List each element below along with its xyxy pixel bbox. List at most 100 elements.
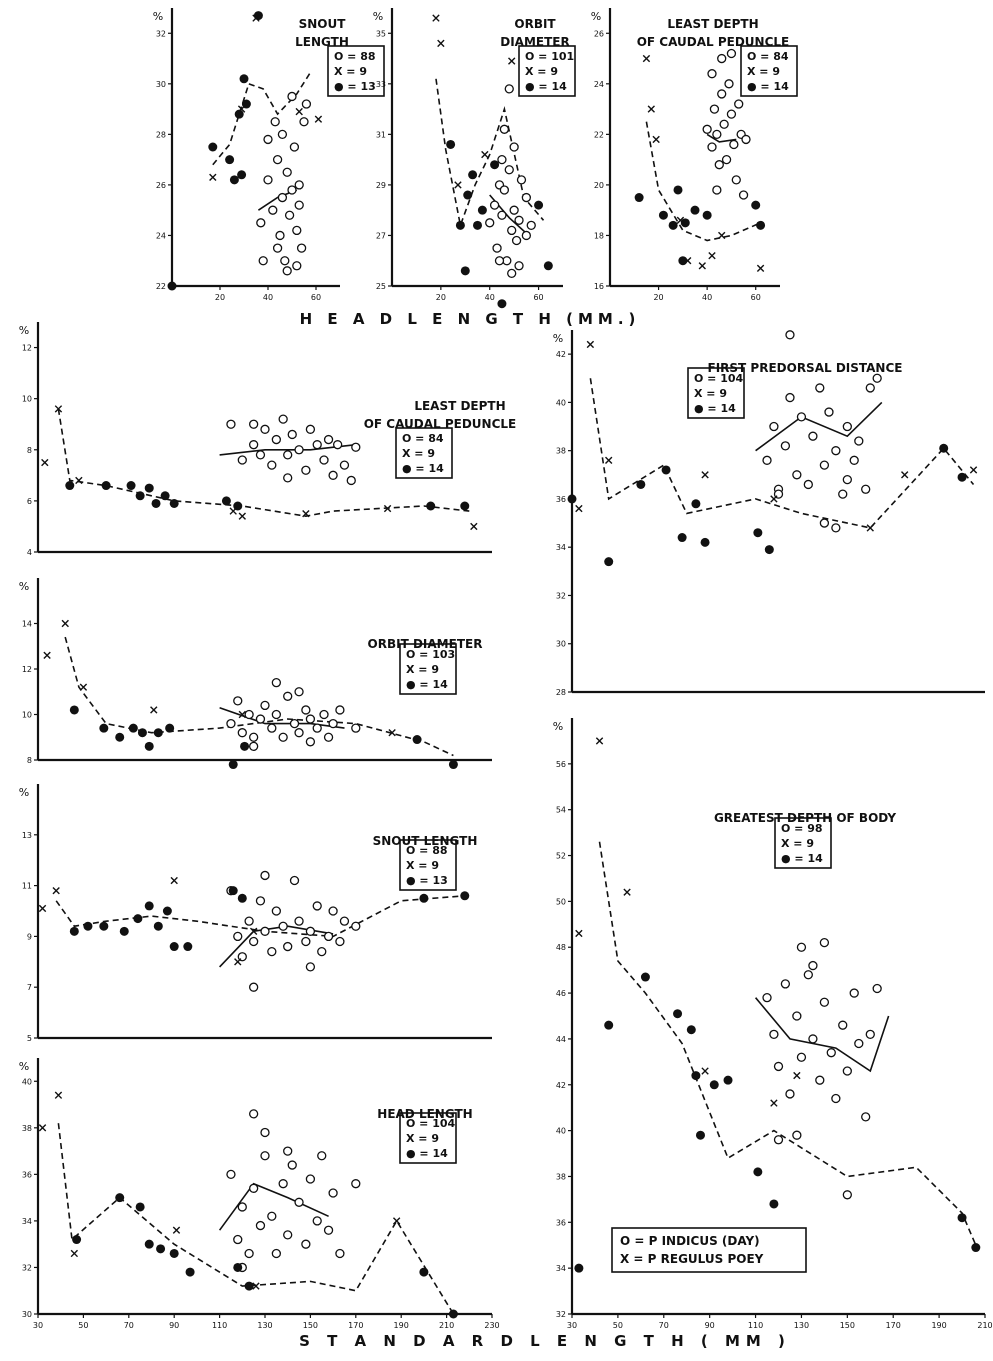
open-point (278, 732, 288, 742)
open-point (294, 728, 304, 738)
y-tick-label: 36 (556, 1218, 566, 1227)
open-point (248, 1109, 259, 1119)
cross-point (508, 57, 516, 65)
open-point (731, 175, 741, 185)
counts-box (518, 45, 576, 97)
open-point (244, 709, 254, 720)
cross-stroke (252, 1282, 260, 1290)
filled-point (490, 160, 500, 170)
y-tick-label: 26 (156, 181, 166, 190)
filled-point (756, 220, 766, 230)
cross-point (150, 706, 158, 714)
open-point (865, 1029, 875, 1039)
open-point (268, 205, 278, 215)
y-tick-label: 4 (27, 548, 32, 557)
open-point (294, 445, 304, 455)
filled-point (208, 142, 218, 152)
x-tick-label: 110 (748, 1321, 763, 1330)
chart-sl_predorsal: % 28 30 32 34 36 38 40 42 FIRST PREDORSAL DISTANC… (553, 330, 985, 697)
open-point (707, 69, 717, 79)
cross-stroke (684, 257, 692, 265)
chart-title-hl_snout: SNOUT LENGTH (295, 17, 349, 49)
cross-stroke (229, 507, 237, 515)
filled-point (144, 1239, 154, 1249)
cross-point (756, 264, 765, 273)
cross-stroke (701, 1067, 709, 1075)
count-label: X = 9 (402, 447, 435, 460)
y-tick-label: 10 (22, 395, 32, 404)
cross-stroke (209, 173, 217, 182)
count-label: O = 103 (406, 648, 455, 661)
open-point (514, 261, 524, 271)
open-point (815, 383, 825, 393)
filled-point (695, 1130, 705, 1140)
y-tick-label: 24 (594, 80, 604, 89)
open-point (305, 714, 316, 724)
cross-point (701, 471, 709, 479)
cross-stroke (701, 471, 709, 479)
cross-stroke (237, 105, 246, 113)
open-point (277, 192, 288, 203)
filled-point (448, 1309, 458, 1319)
filled-point (115, 1193, 125, 1203)
open-point (854, 436, 864, 446)
regulus-mean-line (57, 1123, 455, 1315)
cross-stroke (652, 135, 660, 144)
filled-point (574, 1263, 584, 1273)
count-label: ● = 14 (781, 852, 823, 865)
cross-point (770, 495, 778, 503)
open-point (339, 916, 350, 926)
y-axis-label: % (19, 786, 29, 799)
filled-point (463, 190, 473, 200)
cross-point (684, 257, 692, 265)
open-point (335, 1248, 345, 1259)
regulus-mean-line (598, 841, 977, 1246)
y-tick-label: 14 (22, 620, 32, 629)
open-point (260, 870, 270, 881)
indicus-mean-line (219, 706, 345, 729)
cross-stroke (676, 216, 685, 224)
open-point (849, 455, 859, 465)
open-point (838, 489, 848, 499)
open-point (351, 723, 361, 733)
open-point (872, 983, 882, 994)
x-tick-label: 40 (485, 293, 495, 302)
filled-point (144, 741, 154, 751)
cross-point (54, 405, 63, 413)
open-point (294, 916, 304, 926)
cross-stroke (38, 904, 47, 913)
cross-stroke (41, 458, 49, 467)
open-point (248, 936, 259, 947)
filled-point (153, 728, 163, 738)
cross-point (79, 683, 88, 691)
open-point (819, 460, 830, 470)
filled-point (240, 741, 250, 751)
filled-point (640, 972, 650, 982)
open-point (808, 1034, 818, 1044)
open-point (323, 732, 334, 742)
count-label: O = 101 (525, 50, 574, 63)
open-point (499, 185, 510, 195)
open-point (301, 99, 312, 109)
cross-point (209, 173, 217, 182)
open-point (294, 687, 304, 697)
y-tick-label: 54 (556, 806, 566, 815)
y-tick-label: 52 (556, 852, 566, 861)
y-axis-label: % (373, 10, 383, 23)
filled-point (237, 893, 247, 903)
chart-title-line: DIAMETER (500, 35, 569, 49)
cross-stroke (708, 251, 716, 260)
cross-stroke (75, 476, 83, 485)
cross-point (61, 619, 69, 628)
open-point (278, 414, 288, 424)
open-point (780, 979, 791, 989)
open-point (270, 117, 280, 127)
x-tick-label: 60 (751, 293, 761, 302)
filled-point (156, 1244, 166, 1254)
chart-title: HEAD LENGTH (377, 1107, 472, 1121)
chart-title-sl_peduncle: LEAST DEPTH OF CAUDAL PEDUNCLE (364, 399, 517, 431)
open-point (233, 1234, 243, 1245)
cross-stroke (575, 929, 583, 938)
open-point (346, 475, 356, 486)
